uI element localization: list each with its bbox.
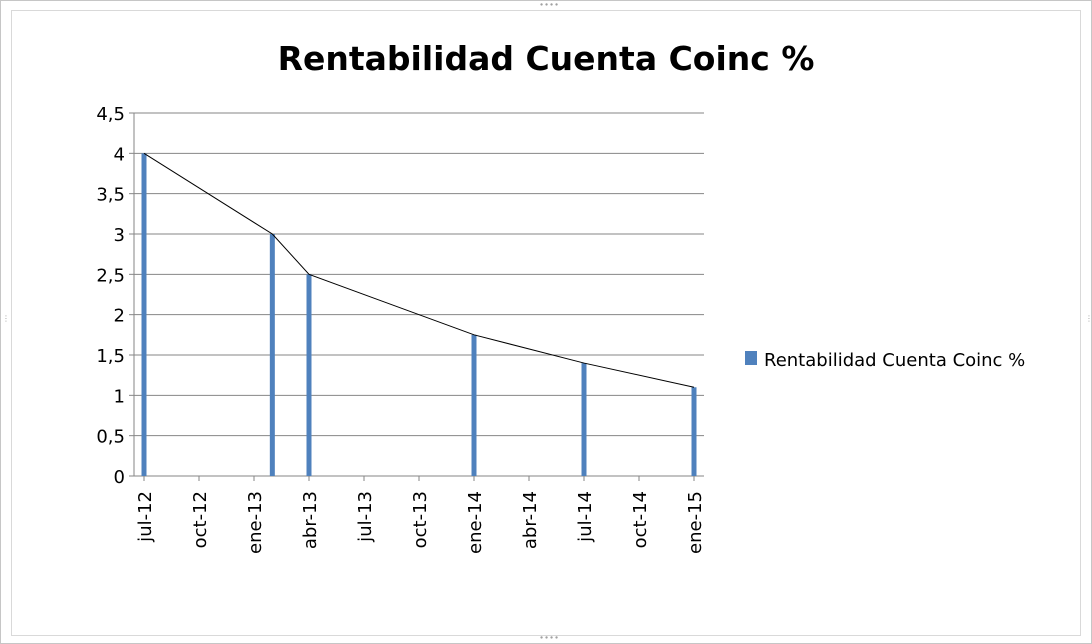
x-tick-label: ene-14	[465, 491, 486, 554]
x-tick-label: jul-12	[135, 491, 156, 543]
y-axis: 0 0,5 1 1,5 2 2,5 3 3,5 4 4,5	[96, 104, 135, 488]
y-tick-label: 4	[114, 144, 125, 165]
y-tick-label: 4,5	[96, 104, 125, 125]
x-tick-label: jul-14	[575, 491, 596, 543]
bar	[471, 334, 477, 476]
x-tick-label: oct-13	[410, 491, 431, 548]
resize-handle-right[interactable]: ⋮	[1085, 314, 1092, 323]
connector-line	[143, 152, 695, 388]
y-tick-label: 2	[114, 306, 125, 327]
bars	[141, 153, 697, 477]
chart-title: Rentabilidad Cuenta Coinc %	[278, 39, 815, 78]
bar	[306, 274, 312, 476]
bar	[141, 153, 147, 477]
y-tick-label: 2,5	[96, 265, 125, 286]
bar	[691, 387, 697, 476]
y-tick-label: 0,5	[96, 427, 125, 448]
series-line	[143, 152, 695, 388]
x-tick-label: ene-13	[245, 491, 266, 554]
y-tick-label: 3,5	[96, 185, 125, 206]
bar	[269, 234, 275, 476]
chart-area-border	[11, 10, 1081, 636]
gridlines	[134, 112, 704, 437]
x-tick-label: abr-13	[300, 491, 321, 549]
resize-handle-left[interactable]: ⋮	[2, 314, 10, 323]
y-tick-label: 1	[114, 386, 125, 407]
legend-swatch	[745, 351, 757, 365]
y-tick-label: 1,5	[96, 346, 125, 367]
resize-handle-top[interactable]: ∙∙∙∙	[539, 0, 560, 9]
y-tick-label: 3	[114, 225, 125, 246]
resize-handle-bottom[interactable]: ∙∙∙∙	[539, 633, 560, 642]
legend-entry: Rentabilidad Cuenta Coinc %	[764, 350, 1025, 371]
x-tick-label: oct-14	[630, 491, 651, 548]
x-tick-label: abr-14	[520, 491, 541, 549]
x-tick-label: ene-15	[685, 491, 706, 554]
x-tick-label: oct-12	[190, 491, 211, 548]
bar	[581, 363, 587, 476]
legend: Rentabilidad Cuenta Coinc %	[745, 350, 1025, 371]
x-tick-label: jul-13	[355, 491, 376, 543]
y-tick-label: 0	[114, 467, 125, 488]
x-axis: jul-12 oct-12 ene-13 abr-13 jul-13 oct-13 ene-…	[134, 475, 706, 554]
